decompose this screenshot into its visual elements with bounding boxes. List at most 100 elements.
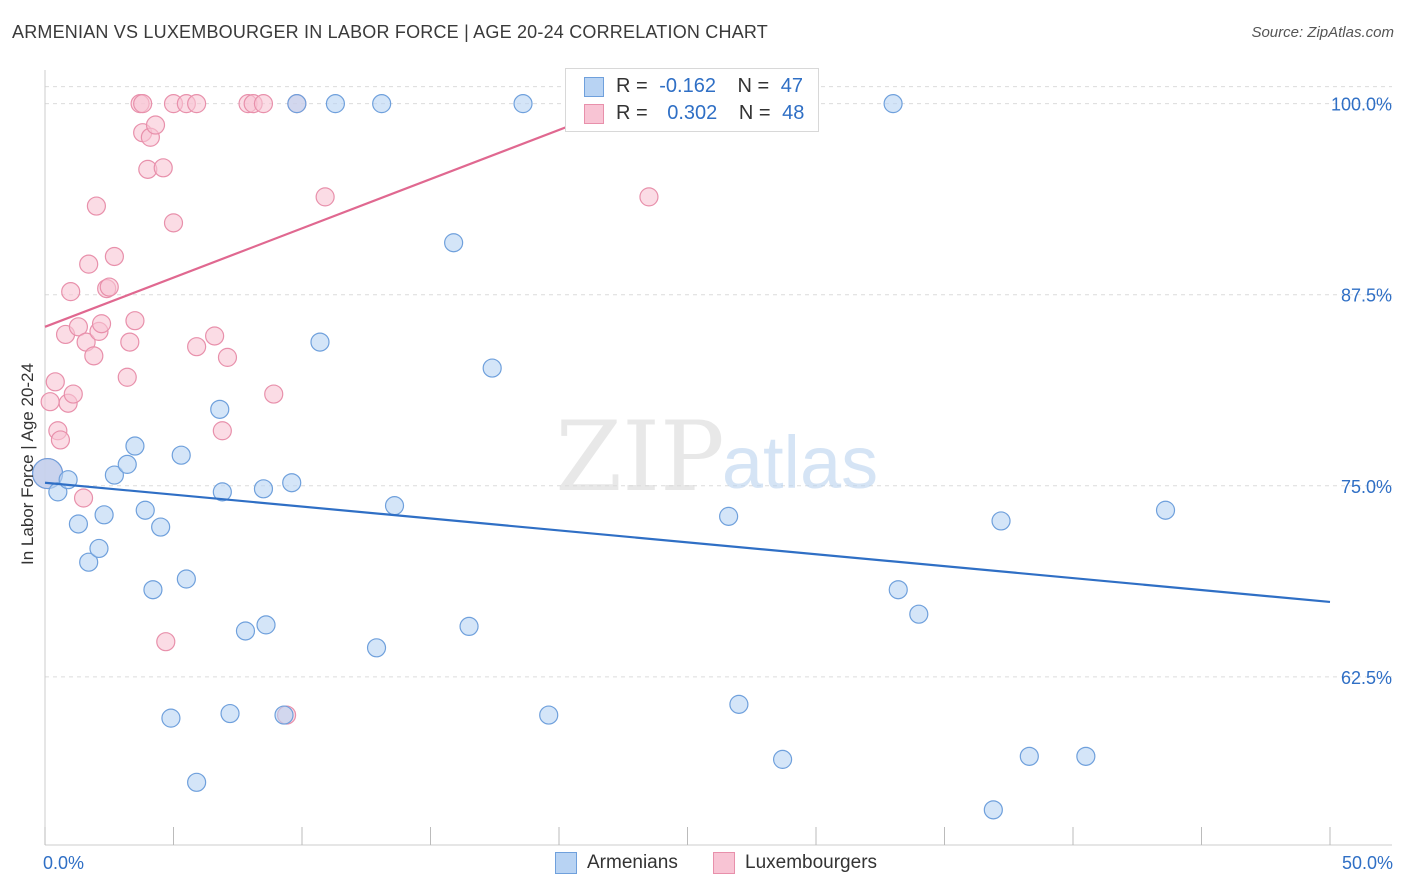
- armenians-point-43: [991, 511, 1011, 531]
- armenians-point-45: [1076, 746, 1096, 766]
- armenians-point-39: [883, 94, 903, 114]
- luxembourgers-legend-swatch: [713, 852, 735, 874]
- luxembourgers-points: [31, 94, 695, 725]
- armenians-point-18: [212, 482, 232, 502]
- armenians-point-27: [325, 94, 346, 114]
- series-legend: Armenians Luxembourgers: [0, 852, 1406, 878]
- luxembourgers-point-14: [86, 196, 107, 216]
- legend-item-armenians[interactable]: Armenians: [555, 852, 678, 874]
- armenians-point-4: [79, 552, 99, 572]
- luxembourgers-point-35: [187, 337, 207, 357]
- armenians-point-17: [210, 399, 230, 419]
- chart-title: ARMENIAN VS LUXEMBOURGER IN LABOR FORCE …: [12, 22, 768, 42]
- luxembourgers-point-36: [205, 326, 225, 346]
- armenians-point-31: [444, 233, 464, 253]
- armenians-point-46: [1155, 500, 1176, 520]
- armenians-point-15: [176, 569, 196, 589]
- luxembourgers-point-45: [315, 187, 335, 207]
- armenians-n-value: 47: [780, 75, 804, 98]
- legend-row-luxembourgers: R = 0.302 N = 48: [584, 102, 804, 126]
- armenians-point-44: [1019, 746, 1039, 766]
- armenians-legend-label: Armenians: [587, 852, 678, 873]
- luxembourgers-n-label: N =: [738, 102, 771, 125]
- armenians-point-5: [89, 538, 109, 559]
- armenians-point-14: [171, 445, 191, 465]
- armenians-point-40: [888, 580, 908, 600]
- armenians-point-42: [983, 800, 1003, 820]
- luxembourgers-point-8: [63, 384, 83, 404]
- armenians-point-22: [256, 615, 276, 635]
- armenians-point-13: [161, 708, 181, 728]
- luxembourgers-point-1: [40, 392, 60, 412]
- x-tick-labels: 0.0% 50.0%: [43, 853, 1393, 873]
- x-tick-label-max: 50.0%: [1342, 853, 1393, 873]
- y-tick-label-0: 62.5%: [1341, 668, 1392, 688]
- luxembourgers-point-10: [73, 488, 94, 508]
- armenians-point-41: [909, 604, 929, 624]
- luxembourgers-point-29: [153, 158, 173, 178]
- armenians-point-24: [282, 473, 302, 493]
- luxembourgers-point-13: [84, 346, 104, 366]
- luxembourgers-point-16: [91, 314, 112, 334]
- luxembourgers-swatch: [584, 103, 604, 124]
- armenians-point-37: [729, 694, 749, 714]
- armenians-point-7: [104, 465, 124, 485]
- luxembourgers-point-22: [125, 311, 145, 331]
- armenians-point-23: [274, 705, 294, 725]
- luxembourgers-point-41: [253, 94, 274, 114]
- armenians-point-34: [513, 94, 533, 114]
- watermark: ZIP atlas: [555, 401, 878, 513]
- luxembourgers-point-9: [68, 317, 89, 337]
- armenians-point-10: [135, 500, 155, 520]
- armenians-point-35: [539, 705, 559, 725]
- watermark-atlas: atlas: [722, 421, 878, 504]
- luxembourgers-point-38: [217, 347, 238, 367]
- luxembourgers-point-32: [163, 213, 184, 233]
- armenians-legend-swatch: [555, 852, 577, 874]
- armenians-point-36: [719, 506, 739, 526]
- y-tick-label-2: 87.5%: [1341, 286, 1392, 306]
- legend-item-luxembourgers[interactable]: Luxembourgers: [713, 852, 877, 874]
- armenians-swatch: [584, 76, 604, 97]
- luxembourgers-legend-label: Luxembourgers: [745, 852, 878, 873]
- luxembourgers-point-20: [117, 367, 137, 387]
- armenians-point-16: [187, 772, 207, 792]
- armenians-point-33: [482, 358, 502, 378]
- armenians-point-38: [772, 749, 793, 769]
- luxembourgers-point-2: [45, 372, 65, 392]
- armenians-r-value: -0.162: [659, 75, 716, 98]
- y-tick-labels: 62.5% 75.0% 87.5% 100.0%: [1331, 95, 1392, 688]
- armenians-point-21: [253, 479, 274, 499]
- armenians-point-19: [220, 703, 240, 724]
- luxembourgers-r-value: 0.302: [667, 102, 718, 125]
- armenians-n-label: N =: [737, 75, 770, 98]
- armenians-points: [31, 94, 1176, 820]
- armenians-point-30: [384, 496, 405, 516]
- luxembourgers-point-12: [79, 254, 99, 274]
- luxembourgers-point-42: [264, 384, 284, 404]
- watermark-zip: ZIP: [555, 401, 724, 513]
- armenians-r-label: R =: [616, 75, 648, 98]
- x-tick-label-min: 0.0%: [43, 853, 84, 873]
- luxembourgers-point-34: [187, 94, 207, 114]
- luxembourgers-point-30: [156, 632, 176, 652]
- armenians-trend-line: [44, 481, 1331, 604]
- luxembourgers-point-7: [61, 282, 81, 302]
- luxembourgers-point-21: [120, 332, 140, 352]
- legend-row-armenians: R = -0.162 N = 47: [584, 75, 803, 99]
- luxembourgers-point-4: [50, 430, 71, 450]
- armenians-point-9: [125, 436, 145, 456]
- armenians-point-28: [366, 638, 387, 658]
- armenians-point-12: [151, 517, 171, 537]
- armenians-point-20: [235, 621, 256, 641]
- correlation-legend: R = -0.162 N = 47 R = 0.302 N = 48: [565, 68, 819, 132]
- y-tick-label-3: 100.0%: [1331, 95, 1392, 115]
- luxembourgers-n-value: 48: [782, 102, 805, 125]
- trend-lines: [44, 79, 1331, 604]
- y-tick-label-1: 75.0%: [1341, 477, 1392, 497]
- axes: [44, 70, 1392, 846]
- armenians-point-32: [459, 616, 479, 637]
- armenians-point-26: [310, 332, 330, 352]
- luxembourgers-r-label: R =: [616, 102, 648, 125]
